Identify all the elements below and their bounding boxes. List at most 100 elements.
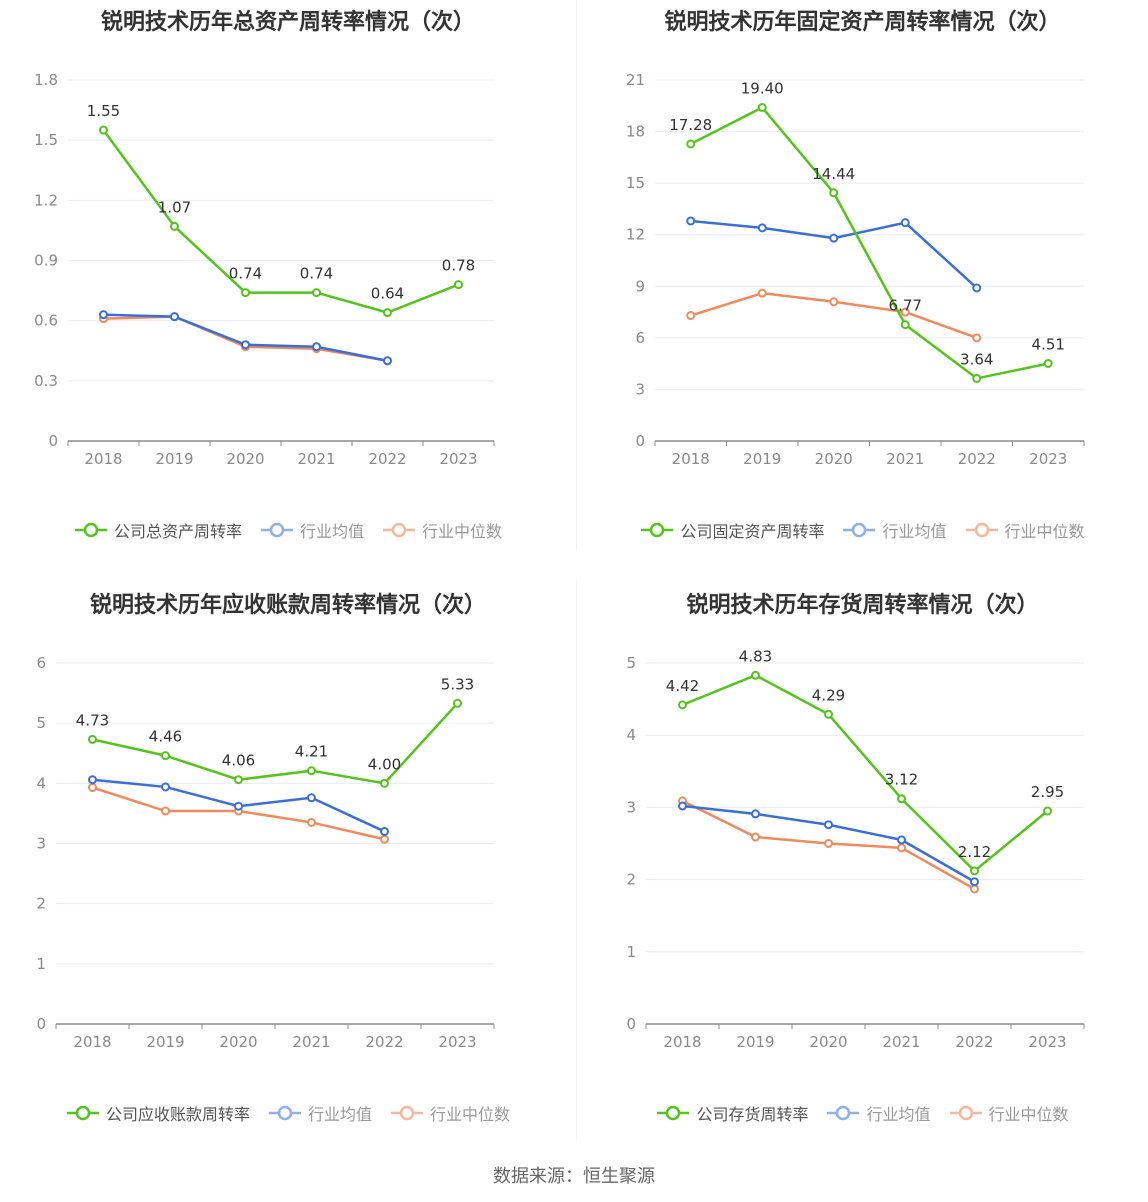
data-point[interactable] (897, 843, 906, 853)
data-point[interactable] (751, 832, 760, 842)
chart-title: 锐明技术历年固定资产周转率情况（次） (664, 10, 1061, 35)
data-point[interactable] (241, 288, 250, 298)
data-point[interactable] (99, 125, 108, 135)
x-tick-label: 2018 (84, 450, 122, 468)
data-label: 1.55 (87, 102, 120, 120)
data-point[interactable] (824, 709, 833, 719)
data-point[interactable] (897, 794, 906, 804)
legend-item[interactable]: 行业均值 (268, 1101, 372, 1125)
data-point[interactable] (686, 139, 696, 149)
data-point[interactable] (972, 373, 982, 383)
x-tick-label: 2023 (439, 450, 477, 468)
data-point[interactable] (972, 283, 982, 293)
data-point[interactable] (307, 766, 316, 776)
chart-title: 锐明技术历年总资产周转率情况（次） (100, 10, 475, 35)
data-point[interactable] (241, 340, 250, 350)
data-point[interactable] (970, 884, 979, 894)
x-tick-label: 2019 (146, 1033, 184, 1051)
data-point[interactable] (824, 820, 833, 830)
chart-legend[interactable]: 公司总资产周转率 行业均值 行业中位数 (0, 518, 576, 542)
data-point[interactable] (170, 312, 179, 322)
y-tick-label: 2 (626, 871, 636, 889)
data-point[interactable] (307, 793, 316, 803)
data-point[interactable] (686, 311, 696, 321)
chart-legend[interactable]: 公司应收账款周转率 行业均值 行业中位数 (0, 1101, 576, 1125)
data-point[interactable] (829, 297, 839, 307)
chart-legend[interactable]: 公司存货周转率 行业均值 行业中位数 (577, 1101, 1148, 1125)
data-label: 4.06 (222, 752, 255, 770)
legend-item[interactable]: 行业均值 (260, 518, 364, 542)
data-label: 4.29 (812, 686, 845, 704)
data-point[interactable] (751, 809, 760, 819)
data-point[interactable] (312, 288, 321, 298)
data-point[interactable] (383, 308, 392, 318)
data-point[interactable] (88, 783, 97, 793)
data-point[interactable] (234, 801, 243, 811)
data-point[interactable] (234, 775, 243, 785)
legend-item[interactable]: 行业中位数 (382, 518, 502, 542)
legend-item[interactable]: 公司固定资产周转率 (640, 518, 824, 542)
y-tick-label: 0 (626, 1015, 636, 1033)
y-tick-label: 0 (36, 1015, 46, 1033)
y-tick-label: 0.6 (34, 312, 58, 330)
legend-item[interactable]: 行业均值 (842, 518, 947, 542)
data-point[interactable] (453, 698, 462, 708)
data-point[interactable] (454, 280, 463, 290)
y-tick-label: 0.3 (34, 372, 58, 390)
legend-swatch-icon (949, 1105, 982, 1121)
data-point[interactable] (751, 670, 760, 680)
legend-item[interactable]: 行业中位数 (965, 518, 1085, 542)
chart-title: 锐明技术历年应收账款周转率情况（次） (89, 593, 486, 618)
data-point[interactable] (829, 233, 839, 243)
data-point[interactable] (383, 356, 392, 366)
data-point[interactable] (686, 216, 696, 226)
data-label: 6.77 (889, 297, 922, 315)
legend-item[interactable]: 行业中位数 (390, 1101, 510, 1125)
data-point[interactable] (380, 826, 389, 836)
data-point[interactable] (970, 877, 979, 887)
data-point[interactable] (678, 801, 687, 811)
data-point[interactable] (900, 307, 910, 317)
data-point[interactable] (829, 188, 839, 198)
data-point[interactable] (824, 839, 833, 848)
data-point[interactable] (970, 866, 979, 876)
legend-swatch-icon (268, 1105, 301, 1121)
y-tick-label: 3 (36, 835, 46, 853)
data-point[interactable] (900, 218, 910, 228)
data-point[interactable] (99, 310, 108, 320)
legend-label: 公司存货周转率 (696, 1105, 809, 1124)
chart-legend[interactable]: 公司固定资产周转率 行业均值 行业中位数 (577, 518, 1148, 542)
data-label: 0.74 (229, 265, 262, 283)
x-tick-label: 2021 (882, 1033, 920, 1051)
data-point[interactable] (88, 734, 97, 744)
legend-item[interactable]: 行业均值 (826, 1101, 931, 1125)
data-point[interactable] (161, 751, 170, 761)
data-point[interactable] (307, 817, 316, 827)
data-point[interactable] (972, 333, 982, 343)
data-point[interactable] (161, 806, 170, 816)
data-point[interactable] (88, 775, 97, 785)
data-point[interactable] (380, 778, 389, 788)
data-point[interactable] (897, 835, 906, 845)
data-label: 0.64 (371, 285, 404, 303)
data-point[interactable] (678, 700, 687, 710)
legend-item[interactable]: 行业中位数 (949, 1101, 1069, 1125)
data-point[interactable] (312, 342, 321, 352)
legend-item[interactable]: 公司存货周转率 (656, 1101, 808, 1125)
x-tick-label: 2021 (297, 450, 335, 468)
data-point[interactable] (380, 834, 389, 844)
y-tick-label: 0.9 (34, 252, 58, 270)
legend-item[interactable]: 公司应收账款周转率 (66, 1101, 250, 1125)
data-point[interactable] (161, 782, 170, 792)
data-point[interactable] (900, 320, 910, 330)
legend-swatch-icon (657, 1105, 690, 1121)
legend-swatch-icon (391, 1105, 423, 1121)
data-point[interactable] (757, 223, 767, 233)
data-point[interactable] (170, 221, 179, 231)
data-point[interactable] (1043, 358, 1053, 368)
data-point[interactable] (1043, 806, 1052, 816)
data-point[interactable] (757, 103, 767, 113)
data-point[interactable] (757, 288, 767, 298)
legend-item[interactable]: 公司总资产周转率 (74, 518, 242, 542)
legend-swatch-icon (66, 1105, 99, 1121)
